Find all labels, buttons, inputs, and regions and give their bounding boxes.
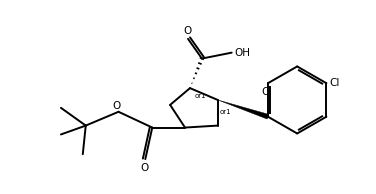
Text: OH: OH	[235, 48, 251, 58]
Text: or1: or1	[220, 109, 231, 115]
Text: O: O	[183, 26, 191, 36]
Text: Cl: Cl	[329, 78, 340, 88]
Polygon shape	[218, 100, 269, 119]
Text: O: O	[112, 101, 121, 111]
Text: Cl: Cl	[262, 87, 272, 97]
Text: O: O	[140, 163, 149, 173]
Text: or1: or1	[195, 93, 206, 99]
